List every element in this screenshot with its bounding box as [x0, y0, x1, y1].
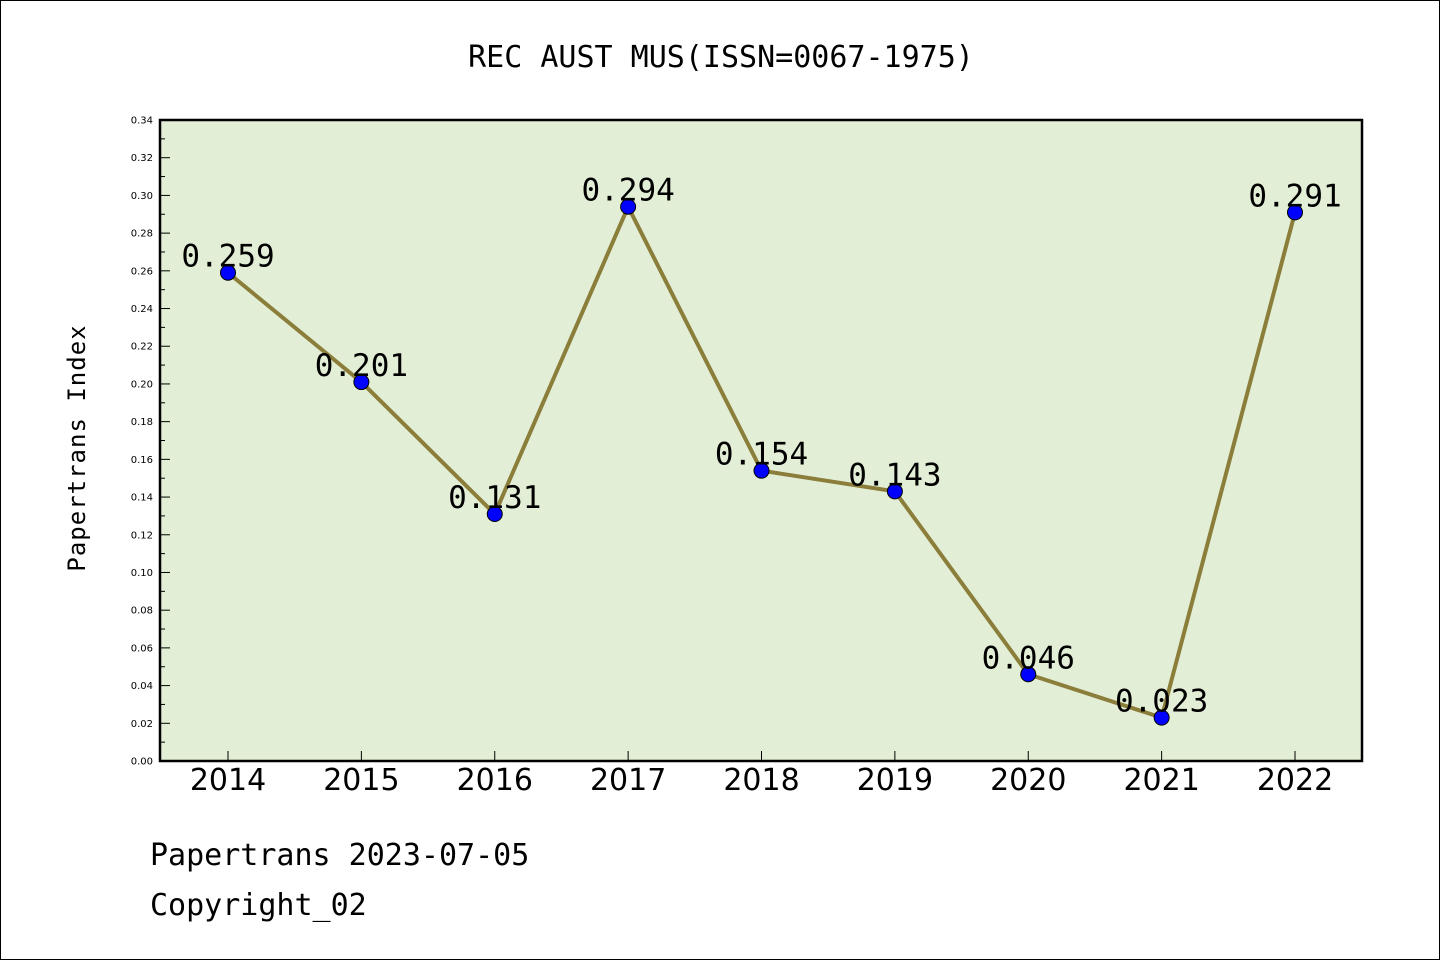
x-tick-label: 2017: [590, 763, 666, 798]
data-point-marker: [220, 264, 236, 281]
footer-date-text: Papertrans 2023-07-05: [150, 838, 529, 873]
data-point-marker: [1153, 709, 1170, 726]
data-point-marker: [620, 198, 637, 215]
y-tick-label: 0.26: [131, 266, 153, 277]
y-tick-label: 0.10: [131, 568, 153, 579]
data-label: 0.046: [982, 640, 1075, 676]
y-tick-label: 0.02: [131, 719, 153, 730]
data-label: 0.023: [1115, 684, 1208, 720]
x-tick-label: 2018: [723, 763, 799, 798]
y-tick-label: 0.28: [131, 229, 153, 240]
data-label: 0.291: [1248, 178, 1341, 214]
y-tick-label: 0.18: [131, 417, 153, 428]
data-point-marker: [1287, 204, 1303, 221]
x-tick-label: 2019: [857, 763, 933, 798]
y-tick-label: 0.14: [131, 493, 153, 504]
plot-border: [158, 118, 1364, 763]
y-tick-label: 0.08: [131, 606, 153, 617]
x-tick-label: 2021: [1123, 763, 1199, 798]
plot-area: [160, 120, 1362, 761]
y-axis: 0.00 0.02 0.04 0.06 0.08 0.10 0.12 0.14 0.16 0.18…: [131, 116, 170, 768]
x-tick-label: 2015: [323, 763, 399, 798]
x-tick-label: 2020: [990, 763, 1066, 798]
y-tick-label: 0.04: [131, 681, 153, 692]
marker-group: [220, 198, 1303, 726]
y-tick-label: 0.12: [131, 530, 153, 541]
y-axis-label: Papertrans Index: [63, 324, 91, 571]
data-point-marker: [353, 374, 370, 391]
y-tick-label: 0.34: [131, 116, 153, 127]
y-tick-label: 0.00: [131, 757, 153, 768]
y-tick-label: 0.24: [131, 304, 153, 315]
y-tick-label: 0.06: [131, 643, 153, 654]
data-label: 0.131: [448, 480, 541, 516]
y-tick-label: 0.22: [131, 342, 153, 353]
data-label: 0.154: [715, 437, 808, 473]
data-point-marker: [753, 462, 770, 479]
data-label: 0.201: [315, 348, 408, 384]
data-point-marker: [886, 483, 903, 500]
chart-title: REC AUST MUS(ISSN=0067-1975): [468, 40, 974, 75]
data-label: 0.143: [848, 457, 941, 493]
data-label: 0.294: [581, 173, 674, 209]
data-label: 0.259: [181, 239, 274, 275]
data-point-marker: [486, 506, 503, 523]
y-tick-label: 0.30: [131, 191, 153, 202]
y-tick-label: 0.20: [131, 379, 153, 390]
data-label-group: 0.259 0.201 0.131 0.294 0.154 0.143 0.046 0.023…: [181, 173, 1341, 720]
footer-copyright-text: Copyright_02: [150, 888, 367, 923]
x-tick-label: 2016: [457, 763, 533, 798]
x-tick-label: 2014: [190, 763, 266, 798]
y-tick-label: 0.16: [131, 455, 153, 466]
data-point-marker: [1020, 666, 1037, 683]
x-tick-label: 2022: [1257, 763, 1333, 798]
x-axis: 2014 2015 2016 2017 2018 2019 2020 2021 2022: [190, 751, 1333, 798]
y-tick-label: 0.32: [131, 153, 153, 164]
